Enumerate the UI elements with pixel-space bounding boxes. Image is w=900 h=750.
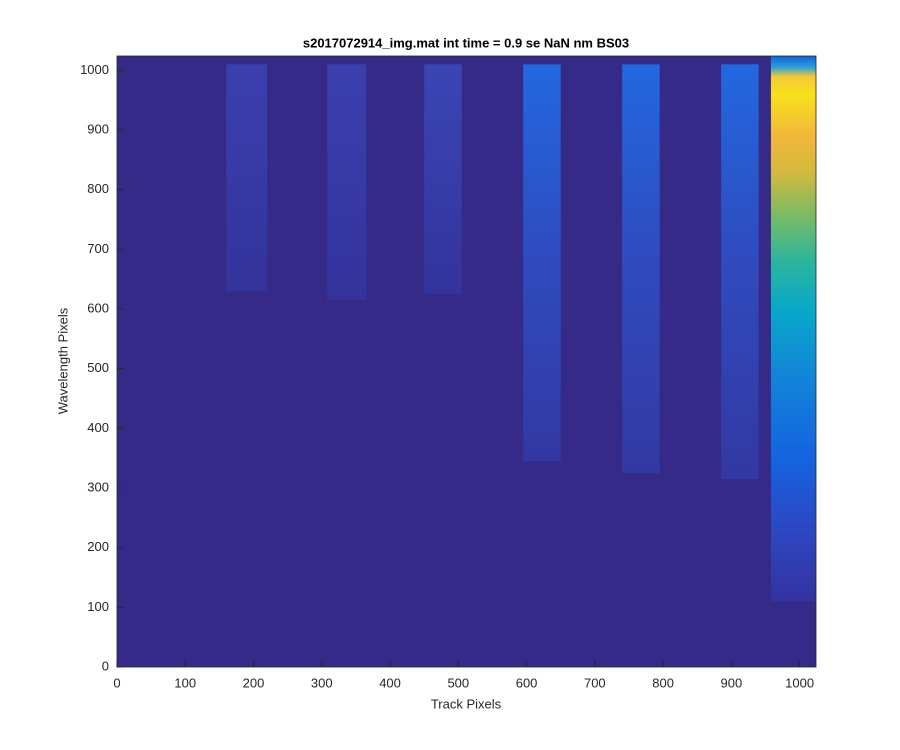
x-tick-label: 800: [652, 675, 674, 690]
x-tick-label: 600: [516, 675, 538, 690]
x-axis-label: Track Pixels: [431, 696, 502, 711]
y-tick-label: 600: [87, 300, 109, 315]
chart-title: s2017072914_img.mat int time = 0.9 se Na…: [303, 35, 629, 50]
x-tick-label: 900: [721, 675, 743, 690]
heatmap-region: [226, 64, 268, 292]
y-tick-label: 300: [87, 479, 109, 494]
x-tick-label: 300: [311, 675, 333, 690]
x-tick-label: 1000: [785, 675, 814, 690]
heatmap-region: [424, 64, 462, 295]
y-tick-label: 1000: [80, 62, 109, 77]
x-tick-label: 700: [584, 675, 606, 690]
heatmap-region: [721, 64, 759, 480]
y-tick-label: 500: [87, 360, 109, 375]
heatmap-background: [117, 56, 816, 667]
x-tick-label: 500: [447, 675, 469, 690]
plot-area: 0 100 200 300 400 500 600 700 800 900 1000 0 100 200 3…: [80, 55, 817, 690]
y-tick-label: 800: [87, 181, 109, 196]
y-tick-label: 100: [87, 599, 109, 614]
heatmap-region: [523, 64, 561, 462]
x-tick-label: 100: [174, 675, 196, 690]
y-tick-label: 700: [87, 241, 109, 256]
axes-box: [116, 55, 817, 668]
x-tick-label: 400: [379, 675, 401, 690]
y-tick-label: 400: [87, 420, 109, 435]
x-tick-label: 200: [243, 675, 265, 690]
x-tick-label: 0: [113, 675, 120, 690]
y-tick-label: 200: [87, 539, 109, 554]
y-tick-label: 0: [102, 658, 109, 673]
heatmap-region: [770, 56, 816, 602]
y-tick-label: 900: [87, 121, 109, 136]
heatmap-region: [327, 64, 367, 301]
heatmap-region: [622, 64, 660, 474]
y-axis-label: Wavelength Pixels: [55, 307, 70, 414]
